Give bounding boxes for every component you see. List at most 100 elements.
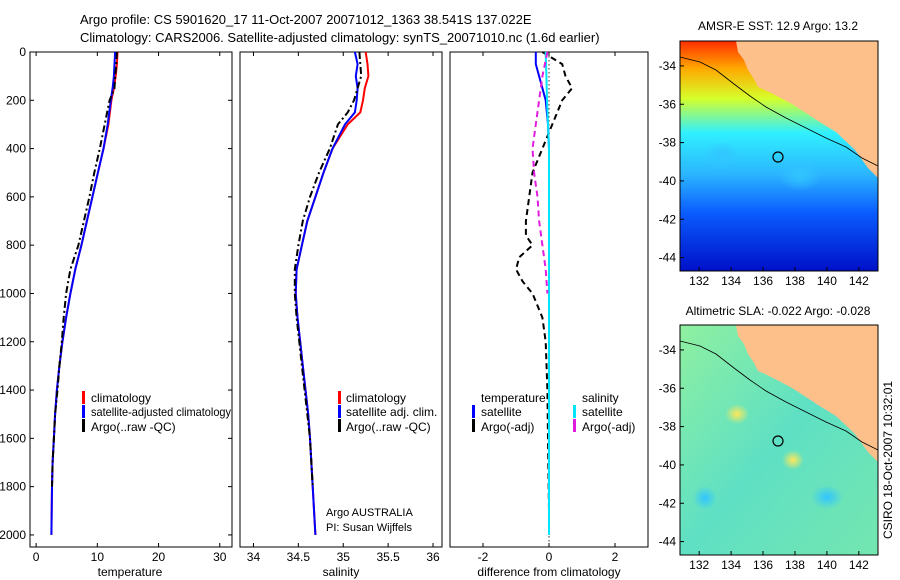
x-tick-label: 34.5: [287, 550, 311, 564]
salinity-panel: 34 34.5 35 35.5 36 salinity climatology sate…: [239, 51, 443, 579]
lon-tick-label: 138: [785, 558, 805, 572]
credit-pi: PI: Susan Wijffels: [326, 522, 412, 534]
x-tick-label: 35: [337, 550, 351, 564]
figure-subtitle: Climatology: CARS2006. Satellite-adjuste…: [80, 30, 600, 45]
lon-tick-label: 142: [849, 558, 869, 572]
depth-tick-label: 1000: [0, 286, 26, 300]
lat-tick-label: -42: [659, 496, 677, 510]
sst-map-title: AMSR-E SST: 12.9 Argo: 13.2: [698, 19, 858, 33]
temperature-lines: [50, 51, 119, 535]
lon-tick-label: 138: [785, 274, 805, 288]
x-tick-label: 10: [91, 550, 105, 564]
depth-tick-label: 0: [19, 45, 26, 59]
sla-map-axes: 132 134 136 138 140 142 -34 -36 -38 -40 -42 -44: [659, 343, 870, 572]
sla-map-frame: [679, 324, 879, 556]
legend-swatch-s-satellite: [573, 405, 576, 418]
sst-map: AMSR-E SST: 12.9 Argo: 13.2 132 134 136 138…: [659, 19, 879, 288]
depth-tick-label: 600: [6, 190, 26, 204]
legend-t-satellite: satellite: [481, 405, 522, 419]
legend-argo-raw: Argo(..raw -QC): [346, 420, 431, 434]
lon-tick-label: 140: [817, 274, 837, 288]
temperature-x-axis: 0 10 20 30: [33, 52, 227, 564]
series-salinity-satellite: [544, 51, 550, 535]
difference-legend: temperature satellite Argo(-adj) salinit…: [472, 391, 635, 434]
x-tick-label: 36: [426, 550, 440, 564]
legend-swatch-s-argo: [573, 419, 576, 432]
legend-satellite-adj: satellite adj. clim.: [346, 405, 437, 419]
x-tick-label: 20: [152, 550, 166, 564]
sst-eddy: [778, 159, 822, 191]
salinity-x-axis: 34 34.5 35 35.5 36: [247, 52, 440, 564]
series-argo-raw-qc: [51, 51, 118, 487]
sla-low: [693, 486, 717, 510]
lon-tick-label: 140: [817, 558, 837, 572]
lon-tick-label: 134: [721, 558, 741, 572]
sst-map-frame: [679, 40, 879, 272]
temperature-xlabel: temperature: [98, 565, 163, 579]
sla-argo-marker: [772, 435, 784, 447]
legend-t-argo: Argo(-adj): [481, 420, 534, 434]
x-tick-label: 0: [33, 550, 40, 564]
depth-tick-label: 400: [6, 142, 26, 156]
salinity-xlabel: salinity: [323, 565, 360, 579]
legend-argo-raw: Argo(..raw -QC): [91, 420, 176, 434]
legend-climatology: climatology: [346, 391, 406, 405]
legend-satellite-adjusted: satellite-adjusted climatology: [91, 405, 231, 419]
difference-x-axis: -2 0 2: [478, 52, 619, 564]
sla-map: Altimetric SLA: -0.022 Argo: -0.028 132 1…: [659, 304, 879, 572]
depth-tick-label: 800: [6, 238, 26, 252]
salinity-legend: climatology satellite adj. clim. Argo(..…: [338, 391, 437, 434]
lat-tick-label: -38: [659, 136, 677, 150]
lat-tick-label: -44: [659, 251, 677, 265]
lon-tick-label: 132: [689, 558, 709, 572]
depth-tick-label: 1200: [0, 335, 26, 349]
legend-s-argo: Argo(-adj): [582, 420, 635, 434]
series-salinity-argo-adj: [531, 51, 549, 294]
x-tick-label: 34: [247, 550, 261, 564]
lon-tick-label: 136: [753, 558, 773, 572]
depth-tick-label: 1800: [0, 480, 26, 494]
legend-swatch-satellite: [338, 405, 341, 418]
legend-swatch-t-argo: [472, 419, 475, 432]
legend-swatch-t-satellite: [472, 405, 475, 418]
x-tick-label: 35.5: [376, 550, 400, 564]
lat-tick-label: -36: [659, 97, 677, 111]
sst-eddy: [704, 141, 740, 169]
csiro-timestamp: CSIRO 18-Oct-2007 10:32:01: [881, 381, 895, 539]
sst-land: [736, 41, 878, 178]
depth-tick-label: 1600: [0, 431, 26, 445]
salinity-axes: [239, 51, 443, 548]
depth-tick-label: 2000: [0, 528, 26, 542]
legend-swatch-argo: [338, 419, 341, 432]
lat-tick-label: -34: [659, 343, 677, 357]
legend-s-satellite: satellite: [582, 405, 623, 419]
sla-low: [811, 485, 843, 509]
difference-lines: [515, 51, 574, 535]
lon-tick-label: 142: [849, 274, 869, 288]
legend-climatology: climatology: [91, 391, 151, 405]
temperature-legend: climatology satellite-adjusted climatolo…: [82, 391, 231, 434]
lon-tick-label: 132: [689, 274, 709, 288]
salinity-lines: [293, 51, 370, 535]
sla-high: [782, 450, 804, 470]
lat-tick-label: -40: [659, 174, 677, 188]
x-tick-label: 0: [546, 550, 553, 564]
figure-title: Argo profile: CS 5901620_17 11-Oct-2007 …: [80, 12, 532, 27]
legend-swatch-climatology: [338, 391, 341, 404]
sla-land: [736, 325, 878, 462]
sla-map-title: Altimetric SLA: -0.022 Argo: -0.028: [686, 304, 871, 318]
lat-tick-label: -38: [659, 420, 677, 434]
legend-swatch-climatology: [82, 391, 85, 404]
legend-salinity-title: salinity: [582, 391, 619, 405]
x-tick-label: -2: [478, 550, 489, 564]
difference-panel: -2 0 2 difference from climatology tempera…: [449, 51, 649, 579]
depth-tick-label: 1400: [0, 383, 26, 397]
lat-tick-label: -34: [659, 59, 677, 73]
sst-argo-marker: [772, 151, 784, 163]
lat-tick-label: -36: [659, 381, 677, 395]
legend-swatch-argo: [82, 419, 85, 432]
sla-high: [725, 404, 749, 424]
temperature-axes: [29, 51, 233, 548]
